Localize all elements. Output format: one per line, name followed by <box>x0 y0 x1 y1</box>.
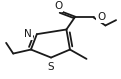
Text: O: O <box>54 1 62 11</box>
Text: N: N <box>24 29 32 39</box>
Text: S: S <box>48 62 54 72</box>
Text: O: O <box>97 12 105 22</box>
